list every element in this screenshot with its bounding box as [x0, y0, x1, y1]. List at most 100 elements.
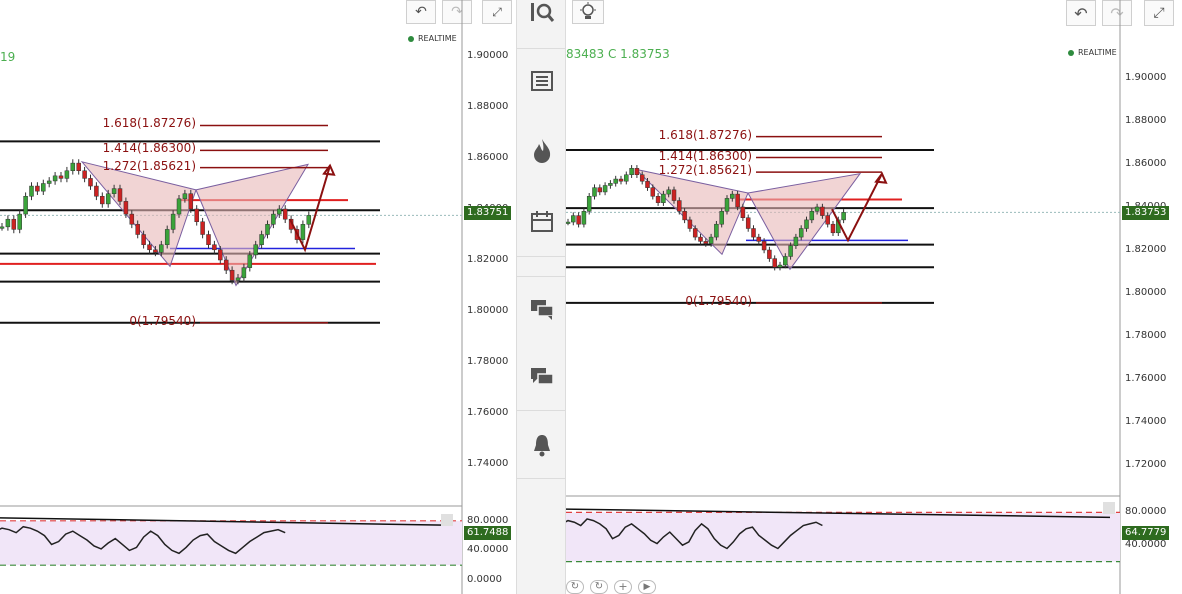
candle-body	[200, 221, 205, 235]
price-axis-label: 1.82000	[467, 254, 509, 265]
price-axis-label: 1.76000	[467, 407, 509, 418]
candle-body	[306, 215, 312, 225]
candle-body	[597, 187, 603, 193]
candle-body	[745, 217, 751, 229]
candle-body	[182, 193, 188, 200]
fib-level-label: 0(1.79540)	[685, 293, 752, 308]
left-header-value: 19	[0, 50, 16, 64]
news-list-icon	[531, 71, 553, 91]
toolbar-news-button[interactable]	[523, 62, 561, 100]
candle-body	[64, 170, 70, 179]
indicator-axis-label: 80.0000	[467, 514, 509, 526]
toolbar-hot-button[interactable]	[523, 132, 561, 170]
candle-body	[719, 211, 724, 225]
candle-body	[135, 224, 140, 235]
candle-body	[52, 175, 58, 182]
refresh-icon[interactable]: ↻	[590, 580, 608, 594]
candle-body	[576, 215, 581, 225]
candle-body	[666, 189, 671, 195]
right-header-ohlc: 83483 C 1.83753	[566, 47, 670, 61]
price-axis-label: 1.86000	[467, 152, 509, 163]
candle-body	[123, 201, 129, 215]
fib-level-label: 1.618(1.87276)	[658, 127, 752, 142]
left-fullscreen-button[interactable]: ⤢	[482, 0, 512, 24]
candle-body	[88, 178, 93, 187]
candle-body	[100, 196, 105, 205]
candle-body	[634, 168, 640, 176]
price-axis-label: 1.78000	[1125, 330, 1167, 341]
candle-body	[756, 236, 762, 242]
right-indicator-close-icon[interactable]	[1103, 502, 1115, 514]
candle-body	[147, 244, 152, 251]
candle-body	[247, 254, 253, 268]
reset-zoom-icon[interactable]: ↻	[566, 580, 584, 594]
left-indicator-close-icon[interactable]	[441, 514, 453, 526]
rsi-line	[0, 525, 286, 555]
realtime-dot-icon	[408, 35, 414, 42]
fib-level-label: 1.272(1.85621)	[658, 163, 752, 178]
toolbar-calendar-button[interactable]	[523, 202, 561, 240]
realtime-dot-icon	[1068, 49, 1074, 56]
candle-body	[602, 185, 608, 193]
left-undo-button[interactable]: ↶	[406, 0, 436, 24]
indicator-trendline	[0, 517, 453, 526]
candle-body	[46, 180, 52, 184]
price-axis-label: 1.76000	[1125, 373, 1167, 384]
candle-body	[841, 212, 846, 221]
right-chart-canvas[interactable]	[566, 0, 1182, 594]
candle-body	[23, 196, 28, 215]
candle-body	[677, 200, 682, 212]
candle-body	[223, 259, 229, 271]
toolbar-chart-search-button[interactable]	[523, 0, 561, 32]
left-chart-panel[interactable]: 19 ↶ ↷ ⤢ REALTIME 1.618(1.87276) 1.414(1.…	[0, 0, 516, 594]
candle-body	[82, 170, 87, 179]
right-undo-button[interactable]: ↶	[1066, 0, 1096, 26]
candle-body	[159, 244, 164, 253]
indicator-trendline	[566, 508, 1111, 519]
fib-level-label: 1.414(1.86300)	[102, 141, 196, 156]
hot-fire-icon	[534, 139, 551, 163]
price-axis-label: 1.74000	[467, 458, 509, 469]
candle-body	[58, 175, 64, 179]
candle-body	[35, 185, 40, 192]
candle-body	[798, 228, 804, 238]
candle-body	[170, 213, 176, 230]
right-current-price-tag: 1.83753	[1122, 206, 1170, 220]
right-chart-panel[interactable]: ↶ ↷ ⤢ 83483 C 1.83753 REALTIME 1.618(1.8…	[566, 0, 1182, 594]
harmonic-pattern-triangle	[634, 168, 749, 256]
candle-body	[814, 206, 820, 212]
fullscreen-icon: ⤢	[1153, 5, 1165, 21]
candle-body	[825, 215, 830, 225]
candle-body	[772, 258, 777, 268]
candle-body	[176, 198, 182, 215]
zoom-in-icon[interactable]: +	[614, 580, 632, 594]
candle-body	[277, 208, 282, 215]
scroll-right-icon[interactable]: ▶	[638, 580, 656, 594]
candle-body	[608, 183, 613, 186]
left-redo-button[interactable]: ↷	[442, 0, 472, 24]
toolbar-forum-button[interactable]	[523, 358, 561, 396]
fib-level-label: 1.414(1.86300)	[658, 148, 752, 163]
toolbar-chat-button[interactable]	[523, 290, 561, 328]
left-current-price-tag: 1.83751	[464, 206, 512, 220]
candle-body	[164, 229, 170, 245]
candle-body	[692, 228, 698, 238]
right-fullscreen-button[interactable]: ⤢	[1144, 0, 1174, 26]
candle-body	[29, 185, 34, 197]
redo-icon: ↷	[451, 4, 463, 20]
candle-body	[767, 249, 772, 259]
candle-body	[218, 249, 223, 261]
candle-body	[613, 178, 618, 184]
lightbulb-icon	[580, 2, 596, 19]
right-idea-button[interactable]	[572, 0, 604, 24]
left-chart-canvas[interactable]	[0, 0, 516, 594]
toolbar-alert-button[interactable]	[523, 426, 561, 464]
indicator-axis-label: 0.0000	[467, 574, 502, 585]
calendar-icon	[531, 211, 553, 232]
right-indicator-value-tag: 64.7779	[1122, 526, 1170, 540]
undo-icon: ↶	[415, 4, 427, 20]
projection-arrow	[831, 173, 883, 243]
candle-body	[111, 188, 117, 194]
candle-body	[253, 244, 258, 256]
candle-body	[141, 234, 146, 245]
